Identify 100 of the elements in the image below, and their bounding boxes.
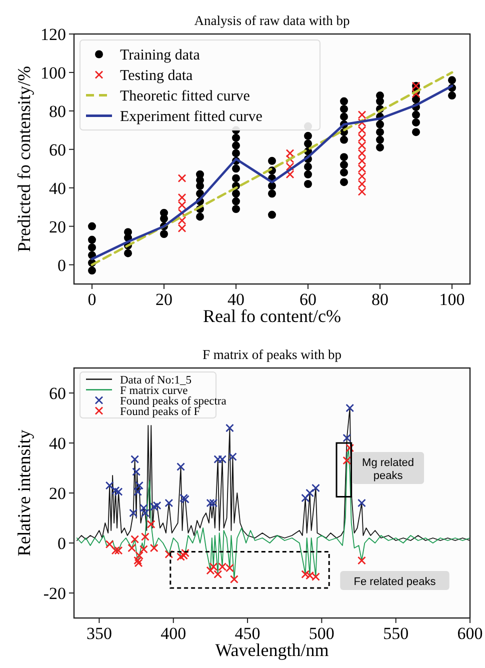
y-tick-label: 80 (49, 102, 66, 121)
point (346, 444, 354, 452)
point (164, 550, 174, 558)
y-tick-label: 0 (58, 256, 66, 275)
point (180, 551, 188, 560)
point (146, 520, 156, 528)
point (358, 134, 366, 142)
point (176, 462, 185, 471)
point (214, 570, 222, 578)
point (358, 498, 366, 508)
y-axis-title: Predicted fo contensity/% (14, 66, 34, 252)
point (178, 200, 186, 210)
point (128, 544, 136, 552)
point (114, 546, 123, 555)
x-tick-label: 350 (86, 624, 112, 643)
point (111, 486, 120, 495)
point (358, 149, 366, 158)
point (306, 488, 314, 498)
point (181, 548, 190, 558)
legend-label: Experiment fitted curve (120, 109, 263, 125)
y-axis-title: Relative intensity (14, 430, 34, 556)
point (342, 456, 352, 465)
point (226, 424, 234, 432)
point (105, 481, 114, 490)
point (140, 504, 148, 512)
point (228, 452, 237, 461)
point (346, 404, 354, 412)
point (286, 149, 294, 158)
point (358, 141, 366, 150)
point (178, 224, 186, 232)
point (130, 535, 140, 544)
point (312, 484, 320, 492)
point (358, 180, 366, 188)
chart-title: Analysis of raw data with bp (194, 13, 350, 28)
point (140, 545, 148, 554)
x-axis-title: Real fo content/c% (203, 306, 341, 326)
point (178, 174, 186, 182)
legend-label: F matrix curve (120, 384, 188, 397)
x-axis-title: Wavelength/nm (215, 640, 329, 660)
y-tick-label: 40 (49, 178, 66, 198)
y-tick-label: 60 (49, 384, 66, 403)
point (230, 575, 238, 584)
point (150, 544, 158, 552)
point (342, 434, 352, 442)
x-tick-label: 60 (300, 290, 316, 309)
annotation: Fe related peaks (354, 576, 436, 588)
point (358, 118, 366, 127)
legend-label: Found peaks of spectra (120, 395, 226, 408)
x-tick-label: 80 (372, 290, 388, 309)
point (178, 193, 186, 202)
point (134, 558, 143, 568)
point (358, 156, 366, 166)
point (358, 110, 366, 119)
y-tick-label: 40 (49, 434, 66, 453)
x-tick-label: 40 (228, 290, 244, 309)
x-tick-label: 20 (156, 290, 172, 309)
point (358, 172, 366, 181)
point (301, 494, 310, 502)
legend-label: Theoretic fitted curve (120, 88, 250, 104)
point (358, 187, 366, 196)
point (135, 481, 144, 490)
point (358, 164, 366, 173)
point (140, 508, 150, 518)
point (206, 498, 215, 508)
legend-label: Data of No:1_5 (120, 374, 192, 386)
x-tick-label: 500 (308, 624, 334, 643)
x-tick-label: 550 (383, 624, 409, 643)
point (135, 551, 144, 560)
y-tick-label: 100 (40, 63, 66, 82)
point (176, 552, 185, 561)
y-tick-label: 0 (58, 534, 66, 553)
point (105, 540, 114, 548)
y-tick-label: 60 (49, 140, 66, 160)
y-tick-label: -20 (43, 584, 66, 603)
x-tick-label: 600 (457, 624, 483, 643)
point (206, 566, 215, 575)
x-tick-label: 450 (234, 624, 260, 643)
legend-label: Testing data (120, 68, 194, 84)
point (164, 498, 174, 508)
point (286, 162, 294, 171)
x-tick-label: 400 (160, 624, 186, 643)
point (129, 508, 138, 518)
chart-title: F matrix of peaks with bp (202, 347, 342, 362)
point (209, 498, 218, 508)
y-tick-label: 20 (49, 484, 66, 503)
legend-label: Training data (120, 48, 200, 64)
point (286, 170, 294, 179)
point (130, 455, 140, 464)
y-tick-label: 120 (40, 25, 66, 44)
legend-label: Found peaks of F (120, 406, 200, 418)
point (132, 468, 140, 476)
point (152, 501, 162, 510)
point (134, 556, 142, 565)
annotation: Mg related peaks (362, 457, 414, 482)
point (358, 126, 366, 134)
y-tick-label: 20 (49, 217, 66, 236)
point (178, 216, 186, 225)
x-tick-label: 0 (88, 290, 96, 309)
x-tick-label: 100 (439, 290, 465, 309)
point (140, 532, 150, 541)
